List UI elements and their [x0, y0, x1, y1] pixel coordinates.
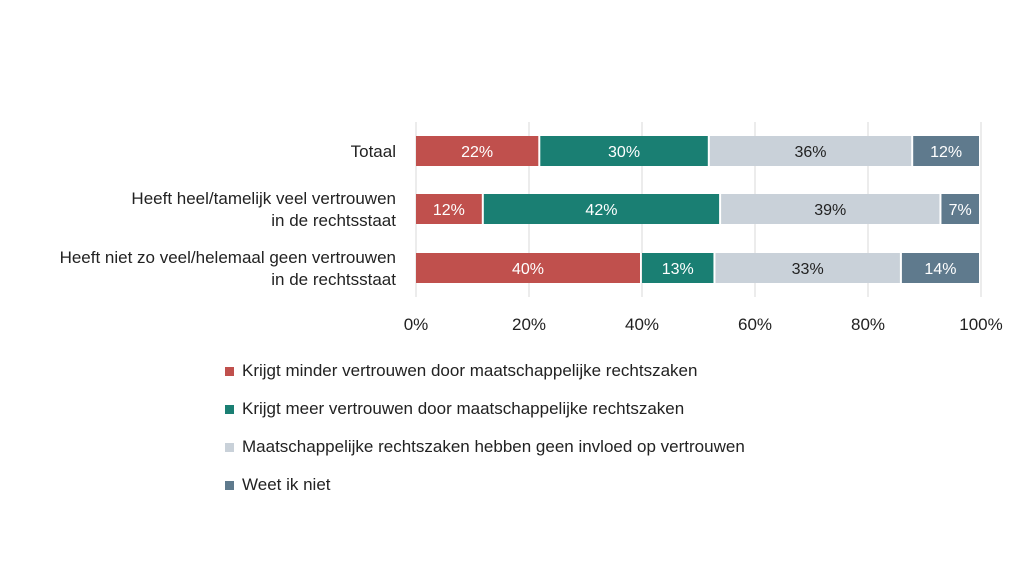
legend-label: Krijgt minder vertrouwen door maatschapp…: [242, 361, 698, 380]
legend-swatch: [225, 404, 234, 414]
category-label: in de rechtsstaat: [271, 211, 396, 230]
bar-segment: [416, 136, 539, 166]
category-label: in de rechtsstaat: [271, 270, 396, 289]
bar-segment: [709, 136, 912, 166]
x-tick-label: 20%: [512, 315, 546, 334]
x-tick-label: 0%: [404, 315, 429, 334]
plot-area: 22% 30% 36% 12% Totaal 12% 42% 39% 7% Heeft heel/…: [60, 122, 1003, 334]
bar-segment: [483, 194, 720, 224]
legend-label: Weet ik niet: [242, 475, 331, 494]
chart-legend: Krijgt minder vertrouwen door maatschapp…: [225, 352, 925, 504]
data-label: 39%: [814, 202, 846, 219]
data-label: 13%: [662, 261, 694, 278]
legend-item: Weet ik niet: [225, 466, 925, 504]
category-label: Heeft heel/tamelijk veel vertrouwen: [131, 189, 396, 208]
data-label: 7%: [949, 202, 972, 219]
bar-segment: [416, 253, 640, 283]
x-tick-label: 80%: [851, 315, 885, 334]
category-label: Heeft niet zo veel/helemaal geen vertrou…: [60, 248, 396, 267]
x-tick-label: 100%: [959, 315, 1002, 334]
legend-swatch: [225, 480, 234, 490]
data-label: 22%: [461, 144, 493, 161]
data-label: 30%: [608, 144, 640, 161]
category-label: Totaal: [351, 142, 396, 161]
data-label: 14%: [924, 261, 956, 278]
bar-segment: [941, 194, 979, 224]
data-label: 36%: [794, 144, 826, 161]
legend-swatch: [225, 366, 234, 376]
bar-segment: [540, 136, 708, 166]
bar-segment: [642, 253, 714, 283]
bar-segment: [913, 136, 979, 166]
legend-swatch: [225, 442, 234, 452]
x-tick-label: 40%: [625, 315, 659, 334]
legend-item: Maatschappelijke rechtszaken hebben geen…: [225, 428, 925, 466]
data-label: 12%: [930, 144, 962, 161]
legend-label: Maatschappelijke rechtszaken hebben geen…: [242, 437, 745, 456]
bar-segment: [721, 194, 940, 224]
legend-label: Krijgt meer vertrouwen door maatschappel…: [242, 399, 685, 418]
bar-segment: [416, 194, 482, 224]
legend-item: Krijgt meer vertrouwen door maatschappel…: [225, 390, 925, 428]
data-label: 42%: [585, 202, 617, 219]
data-label: 33%: [792, 261, 824, 278]
data-label: 40%: [512, 261, 544, 278]
data-label: 12%: [433, 202, 465, 219]
x-tick-label: 60%: [738, 315, 772, 334]
legend-item: Krijgt minder vertrouwen door maatschapp…: [225, 352, 925, 390]
bar-segment: [901, 253, 979, 283]
bar-segment: [715, 253, 900, 283]
